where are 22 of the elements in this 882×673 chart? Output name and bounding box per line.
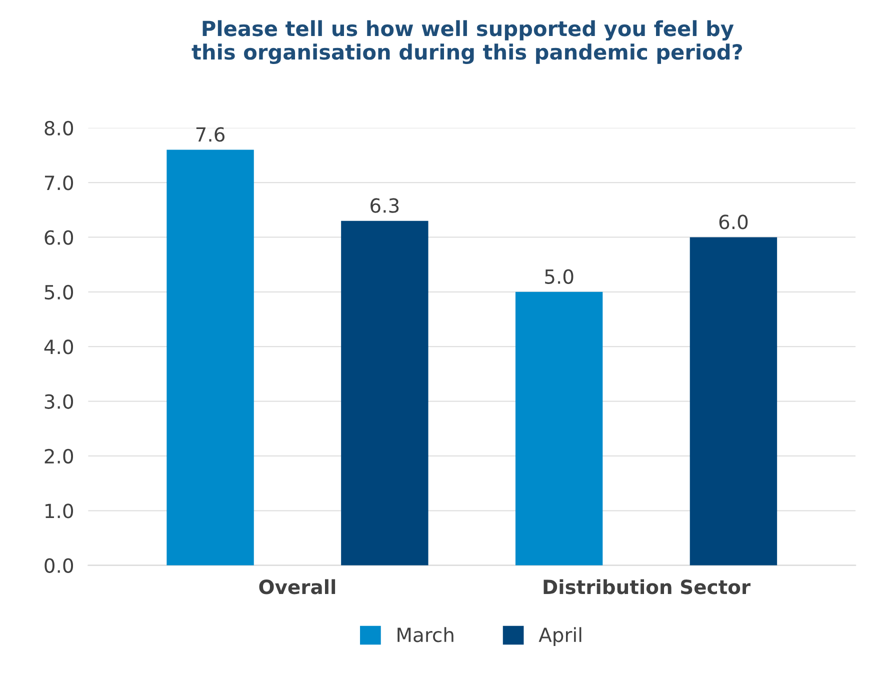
data-label: 6.3 (370, 198, 399, 213)
y-tick-label: 1.0 (46, 504, 74, 518)
chart-title: Please tell us how well supported you feel by this organisation during this pandemic period? (192, 20, 742, 64)
data-label: 6.0 (719, 214, 748, 230)
data-label: 7.6 (196, 127, 225, 142)
legend-label: March (398, 627, 454, 642)
y-tick-label: 6.0 (44, 230, 74, 245)
bar (690, 237, 778, 566)
y-tick-label: 2.0 (44, 448, 74, 464)
y-tick-label: 5.0 (44, 284, 74, 300)
y-tick-label: 0.0 (44, 558, 74, 573)
y-tick-label: 4.0 (44, 340, 74, 354)
x-tick-label: Overall (259, 579, 336, 594)
legend-label: April (538, 627, 582, 646)
y-tick-label: 3.0 (44, 394, 74, 409)
y-tick-label: 7.0 (44, 176, 74, 190)
x-tick-label: Distribution Sector (544, 579, 750, 594)
bar (341, 220, 428, 566)
data-label: 5.0 (545, 269, 574, 284)
y-tick-label: 8.0 (44, 120, 74, 136)
bar (515, 292, 603, 566)
bar (166, 150, 254, 566)
